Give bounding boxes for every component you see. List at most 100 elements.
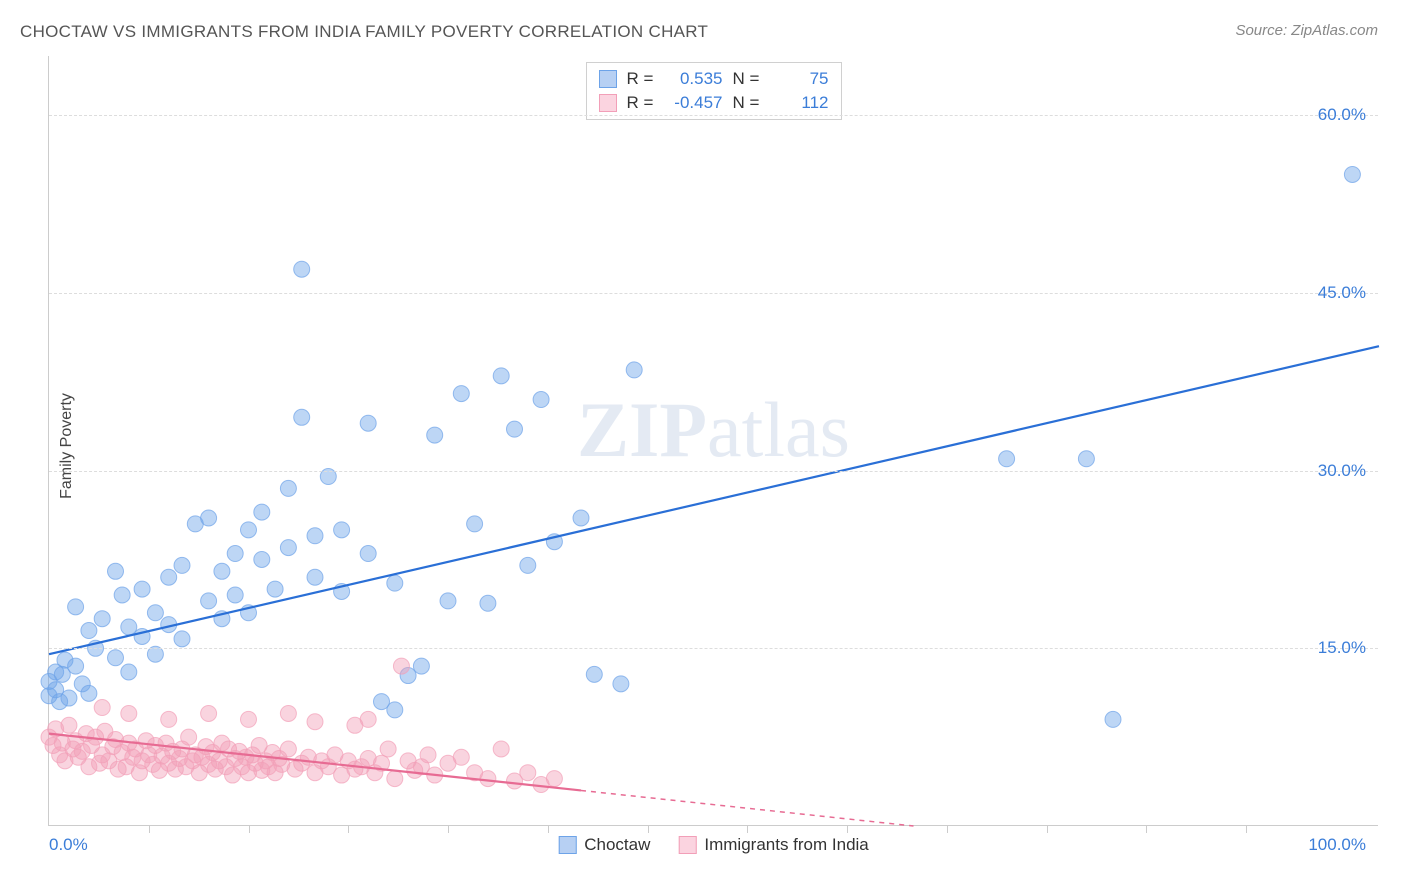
- scatter-point: [393, 658, 409, 674]
- x-tick: [648, 825, 649, 833]
- grid-line: [49, 648, 1378, 649]
- scatter-point: [440, 593, 456, 609]
- scatter-point: [174, 631, 190, 647]
- scatter-point: [387, 702, 403, 718]
- x-tick-label: 0.0%: [49, 835, 88, 855]
- scatter-point: [227, 546, 243, 562]
- scatter-point: [520, 765, 536, 781]
- legend-swatch-india-b: [678, 836, 696, 854]
- y-tick-label: 30.0%: [1318, 461, 1366, 481]
- scatter-point: [68, 599, 84, 615]
- scatter-point: [380, 741, 396, 757]
- scatter-point: [81, 623, 97, 639]
- scatter-point: [420, 747, 436, 763]
- scatter-point: [999, 451, 1015, 467]
- scatter-point: [61, 690, 77, 706]
- scatter-point: [227, 587, 243, 603]
- scatter-point: [546, 771, 562, 787]
- scatter-point: [533, 392, 549, 408]
- scatter-point: [201, 705, 217, 721]
- x-tick: [448, 825, 449, 833]
- scatter-point: [480, 771, 496, 787]
- legend-item-choctaw: Choctaw: [558, 835, 650, 855]
- scatter-point: [161, 711, 177, 727]
- scatter-point: [360, 546, 376, 562]
- scatter-point: [147, 605, 163, 621]
- scatter-point: [280, 741, 296, 757]
- x-tick: [1146, 825, 1147, 833]
- scatter-point: [573, 510, 589, 526]
- grid-line: [49, 471, 1378, 472]
- source-attribution: Source: ZipAtlas.com: [1235, 22, 1378, 39]
- scatter-point: [280, 705, 296, 721]
- scatter-point: [241, 711, 257, 727]
- scatter-point: [241, 522, 257, 538]
- scatter-point: [480, 595, 496, 611]
- scatter-point: [214, 563, 230, 579]
- scatter-point: [493, 741, 509, 757]
- grid-line: [49, 293, 1378, 294]
- scatter-point: [586, 666, 602, 682]
- x-tick-label: 100.0%: [1308, 835, 1366, 855]
- scatter-point: [114, 587, 130, 603]
- scatter-point: [453, 386, 469, 402]
- scatter-point: [121, 619, 137, 635]
- legend-swatch-choctaw-b: [558, 836, 576, 854]
- scatter-point: [94, 611, 110, 627]
- scatter-point: [201, 593, 217, 609]
- scatter-point: [1105, 711, 1121, 727]
- scatter-point: [121, 664, 137, 680]
- legend-label: Immigrants from India: [704, 835, 868, 855]
- scatter-point: [108, 650, 124, 666]
- scatter-point: [360, 415, 376, 431]
- scatter-point: [254, 504, 270, 520]
- scatter-point: [68, 658, 84, 674]
- scatter-point: [254, 551, 270, 567]
- scatter-point: [307, 714, 323, 730]
- scatter-point: [520, 557, 536, 573]
- scatter-point: [467, 516, 483, 532]
- grid-line: [49, 115, 1378, 116]
- legend-item-india: Immigrants from India: [678, 835, 868, 855]
- scatter-svg: [49, 56, 1378, 825]
- x-tick: [1047, 825, 1048, 833]
- scatter-point: [174, 557, 190, 573]
- scatter-point: [121, 705, 137, 721]
- scatter-point: [181, 729, 197, 745]
- scatter-point: [280, 480, 296, 496]
- scatter-point: [334, 522, 350, 538]
- x-tick: [947, 825, 948, 833]
- y-tick-label: 45.0%: [1318, 283, 1366, 303]
- y-tick-label: 60.0%: [1318, 105, 1366, 125]
- x-tick: [149, 825, 150, 833]
- scatter-point: [61, 717, 77, 733]
- scatter-point: [427, 427, 443, 443]
- scatter-point: [94, 700, 110, 716]
- scatter-point: [387, 575, 403, 591]
- scatter-point: [280, 540, 296, 556]
- scatter-point: [626, 362, 642, 378]
- scatter-point: [1344, 166, 1360, 182]
- x-tick: [348, 825, 349, 833]
- scatter-point: [413, 658, 429, 674]
- scatter-point: [201, 510, 217, 526]
- trend-line-ext: [581, 790, 914, 826]
- scatter-point: [387, 771, 403, 787]
- scatter-point: [108, 563, 124, 579]
- legend-label: Choctaw: [584, 835, 650, 855]
- scatter-point: [1078, 451, 1094, 467]
- scatter-point: [267, 581, 283, 597]
- scatter-point: [134, 581, 150, 597]
- y-tick-label: 15.0%: [1318, 638, 1366, 658]
- scatter-point: [161, 569, 177, 585]
- scatter-point: [613, 676, 629, 692]
- x-tick: [249, 825, 250, 833]
- x-tick: [1246, 825, 1247, 833]
- x-tick: [747, 825, 748, 833]
- scatter-point: [360, 711, 376, 727]
- scatter-point: [453, 749, 469, 765]
- scatter-point: [294, 261, 310, 277]
- x-tick: [847, 825, 848, 833]
- trend-line: [49, 346, 1379, 654]
- scatter-point: [307, 528, 323, 544]
